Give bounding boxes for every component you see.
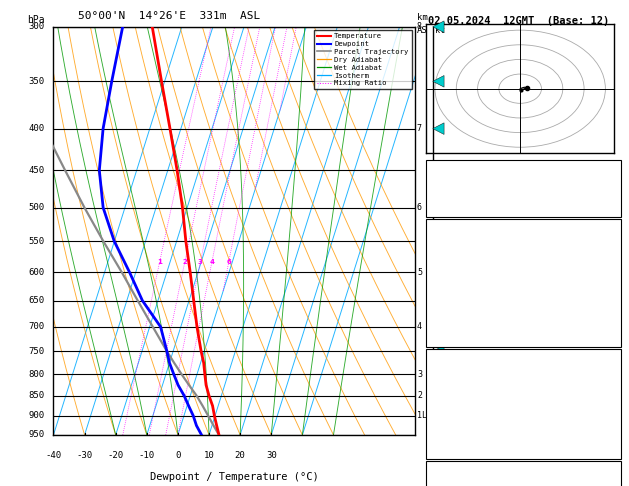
Text: θₑ (K): θₑ (K) <box>430 392 465 401</box>
Text: 4: 4 <box>417 322 422 331</box>
Text: 6: 6 <box>226 259 231 265</box>
Text: 7.6: 7.6 <box>599 261 617 271</box>
Text: θₑ(K): θₑ(K) <box>430 279 459 289</box>
Text: PW (cm): PW (cm) <box>430 203 470 213</box>
Text: 500: 500 <box>28 203 45 212</box>
Text: Temp (°C): Temp (°C) <box>430 243 482 253</box>
Text: 5: 5 <box>417 268 422 277</box>
Text: 1: 1 <box>157 259 162 265</box>
Text: 700: 700 <box>28 322 45 331</box>
Text: 800: 800 <box>28 370 45 379</box>
Text: ASL: ASL <box>417 26 433 35</box>
Text: 850: 850 <box>28 391 45 400</box>
Text: 1LCL: 1LCL <box>417 411 437 420</box>
Text: 900: 900 <box>28 411 45 420</box>
Text: 8: 8 <box>417 22 422 31</box>
Text: CIN (J): CIN (J) <box>430 446 470 455</box>
Text: 0: 0 <box>611 315 617 325</box>
Text: 2: 2 <box>182 259 187 265</box>
Text: 50°00'N  14°26'E  331m  ASL: 50°00'N 14°26'E 331m ASL <box>78 11 260 20</box>
Text: 02.05.2024  12GMT  (Base: 12): 02.05.2024 12GMT (Base: 12) <box>428 16 609 26</box>
Text: 316: 316 <box>599 392 617 401</box>
Text: 750: 750 <box>28 347 45 356</box>
Text: -10: -10 <box>139 451 155 460</box>
Text: hPa: hPa <box>27 15 45 25</box>
Text: -40: -40 <box>45 451 62 460</box>
Text: Lifted Index: Lifted Index <box>430 297 500 307</box>
Text: 13.2: 13.2 <box>594 243 617 253</box>
Text: 7: 7 <box>417 124 422 133</box>
Text: 2: 2 <box>611 410 617 419</box>
Text: 10: 10 <box>204 451 214 460</box>
Text: 0: 0 <box>175 451 181 460</box>
Text: Lifted Index: Lifted Index <box>430 410 500 419</box>
Text: 2: 2 <box>417 391 422 400</box>
Text: Dewp (°C): Dewp (°C) <box>430 261 482 271</box>
Text: CIN (J): CIN (J) <box>430 333 470 343</box>
Text: 350: 350 <box>28 77 45 86</box>
Legend: Temperature, Dewpoint, Parcel Trajectory, Dry Adiabat, Wet Adiabat, Isotherm, Mi: Temperature, Dewpoint, Parcel Trajectory… <box>314 30 411 89</box>
Text: 1.97: 1.97 <box>594 203 617 213</box>
Text: 400: 400 <box>28 124 45 133</box>
Text: Mixing Ratio (g/kg): Mixing Ratio (g/kg) <box>440 183 448 278</box>
Text: 300: 300 <box>28 22 45 31</box>
Text: 6: 6 <box>417 203 422 212</box>
Text: © weatheronline.co.uk: © weatheronline.co.uk <box>429 471 534 480</box>
Text: 0: 0 <box>611 428 617 437</box>
Text: Totals Totals: Totals Totals <box>430 185 506 195</box>
Text: kt: kt <box>435 26 445 35</box>
Text: 0: 0 <box>611 333 617 343</box>
Text: 20: 20 <box>235 451 245 460</box>
Text: -30: -30 <box>77 451 92 460</box>
Text: km: km <box>417 13 428 22</box>
Text: 0: 0 <box>611 446 617 455</box>
Text: 600: 600 <box>28 268 45 277</box>
Text: 308: 308 <box>599 279 617 289</box>
Text: 700: 700 <box>599 374 617 383</box>
Text: 450: 450 <box>28 166 45 175</box>
Text: -20: -20 <box>108 451 124 460</box>
Text: Surface: Surface <box>503 226 544 235</box>
Text: 30: 30 <box>266 451 277 460</box>
Text: CAPE (J): CAPE (J) <box>430 315 477 325</box>
Text: Most Unstable: Most Unstable <box>485 356 562 365</box>
Text: 6: 6 <box>611 297 617 307</box>
Text: 550: 550 <box>28 237 45 246</box>
Text: 24: 24 <box>605 167 617 177</box>
Text: Dewpoint / Temperature (°C): Dewpoint / Temperature (°C) <box>150 472 319 482</box>
Text: Pressure (mb): Pressure (mb) <box>430 374 506 383</box>
Text: 4: 4 <box>209 259 214 265</box>
Text: 950: 950 <box>28 431 45 439</box>
Text: 3: 3 <box>417 370 422 379</box>
Text: 650: 650 <box>28 296 45 305</box>
Text: 3: 3 <box>198 259 203 265</box>
Text: CAPE (J): CAPE (J) <box>430 428 477 437</box>
Text: K: K <box>430 167 435 177</box>
Text: Hodograph: Hodograph <box>497 468 550 478</box>
Text: 48: 48 <box>605 185 617 195</box>
